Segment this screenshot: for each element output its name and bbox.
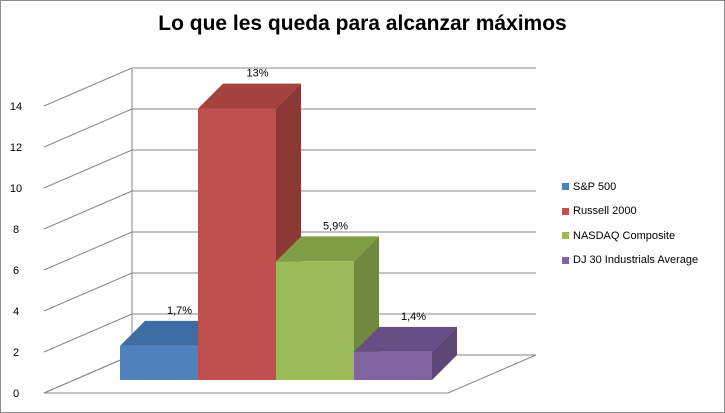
legend-item: Russell 2000: [562, 205, 698, 218]
side-gridline: [43, 190, 133, 230]
chart-title: Lo que les queda para alcanzar máximos: [158, 12, 567, 35]
bar-top: [198, 83, 301, 109]
chart-legend: S&P 500 Russell 2000 NASDAQ Composite DJ 30…: [562, 180, 698, 278]
y-tick-label: 14: [10, 101, 22, 113]
legend-label: NASDAQ Composite: [573, 229, 676, 242]
legend-label: Russell 2000: [573, 205, 637, 217]
bar-top: [276, 236, 379, 262]
side-gridline: [43, 67, 133, 107]
y-tick-label: 6: [13, 265, 19, 277]
chart-floor: [43, 354, 537, 394]
data-label: 13%: [246, 68, 268, 80]
bar: [276, 261, 354, 380]
y-tick-label: 10: [10, 183, 22, 195]
side-gridline: [43, 108, 133, 148]
side-gridline: [43, 313, 133, 353]
legend-item: S&P 500: [562, 180, 698, 193]
legend-item: NASDAQ Composite: [562, 229, 698, 242]
side-gridline: [43, 149, 133, 189]
legend-label: DJ 30 Industrials Average: [573, 254, 699, 266]
y-tick-label: 12: [10, 142, 22, 154]
legend-swatch: [562, 256, 569, 264]
side-gridline: [43, 231, 133, 271]
bar: [198, 108, 276, 381]
data-label: 1,7%: [167, 305, 192, 317]
legend-label: S&P 500: [573, 180, 617, 193]
side-gridline: [43, 272, 133, 312]
legend-swatch: [562, 232, 569, 239]
data-label: 5,9%: [323, 220, 348, 232]
legend-swatch: [562, 183, 569, 190]
y-tick-label: 2: [13, 347, 19, 359]
y-tick-label: 4: [13, 306, 19, 318]
bar: [354, 351, 432, 380]
legend-item: DJ 30 Industrials Average: [562, 254, 698, 267]
y-tick-label: 8: [13, 224, 19, 236]
bar-side: [432, 326, 457, 380]
bar-group: 1,4%: [354, 311, 457, 380]
bar-top: [354, 326, 457, 352]
y-tick-label: 0: [13, 388, 19, 400]
bar-top: [120, 320, 223, 346]
bar: [120, 345, 198, 380]
data-label: 1,4%: [401, 311, 426, 323]
legend-swatch: [562, 207, 569, 215]
